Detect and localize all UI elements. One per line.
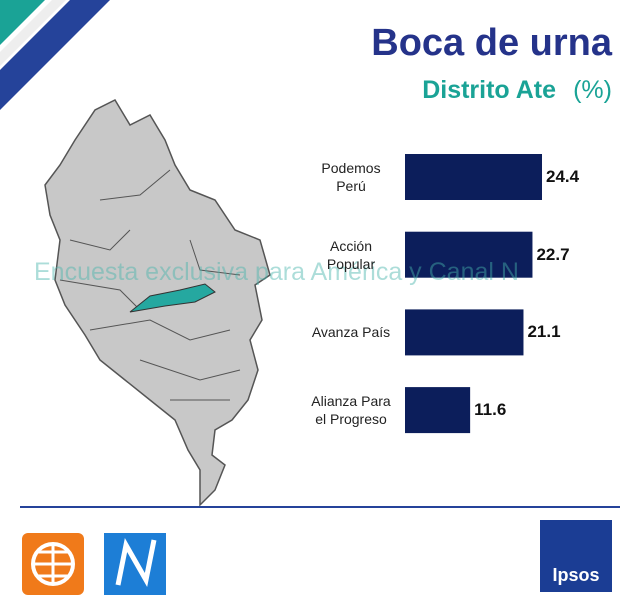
value-label: 21.1 [527, 322, 561, 342]
value-label: 22.7 [536, 244, 570, 264]
bar [405, 309, 524, 356]
stripe [0, 0, 66, 66]
value-label: 24.4 [546, 167, 580, 186]
chart-title: Boca de urna [371, 22, 613, 64]
stripe [0, 0, 45, 45]
unit: (%) [573, 76, 612, 104]
bar [405, 387, 471, 434]
category-label: Podemos Perú [321, 160, 381, 194]
bar [405, 231, 533, 278]
n-icon [115, 537, 157, 588]
watermark: Encuesta exclusiva para América y Canal … [34, 258, 519, 286]
category-label: Avanza País [311, 324, 391, 341]
category-label: Acción Popular [326, 237, 376, 272]
chart-subtitle: Distrito Ate [422, 76, 556, 104]
category-label: Alianza Para el Progreso [311, 393, 391, 428]
globe-icon [33, 544, 73, 584]
bar [405, 154, 543, 200]
stripe [0, 0, 110, 110]
district-borders [59, 169, 241, 401]
ate-district [129, 283, 216, 313]
value-label: 11.6 [474, 400, 507, 420]
ipsos-logo [540, 520, 612, 592]
ipsos-text: Ipsos [552, 565, 599, 585]
